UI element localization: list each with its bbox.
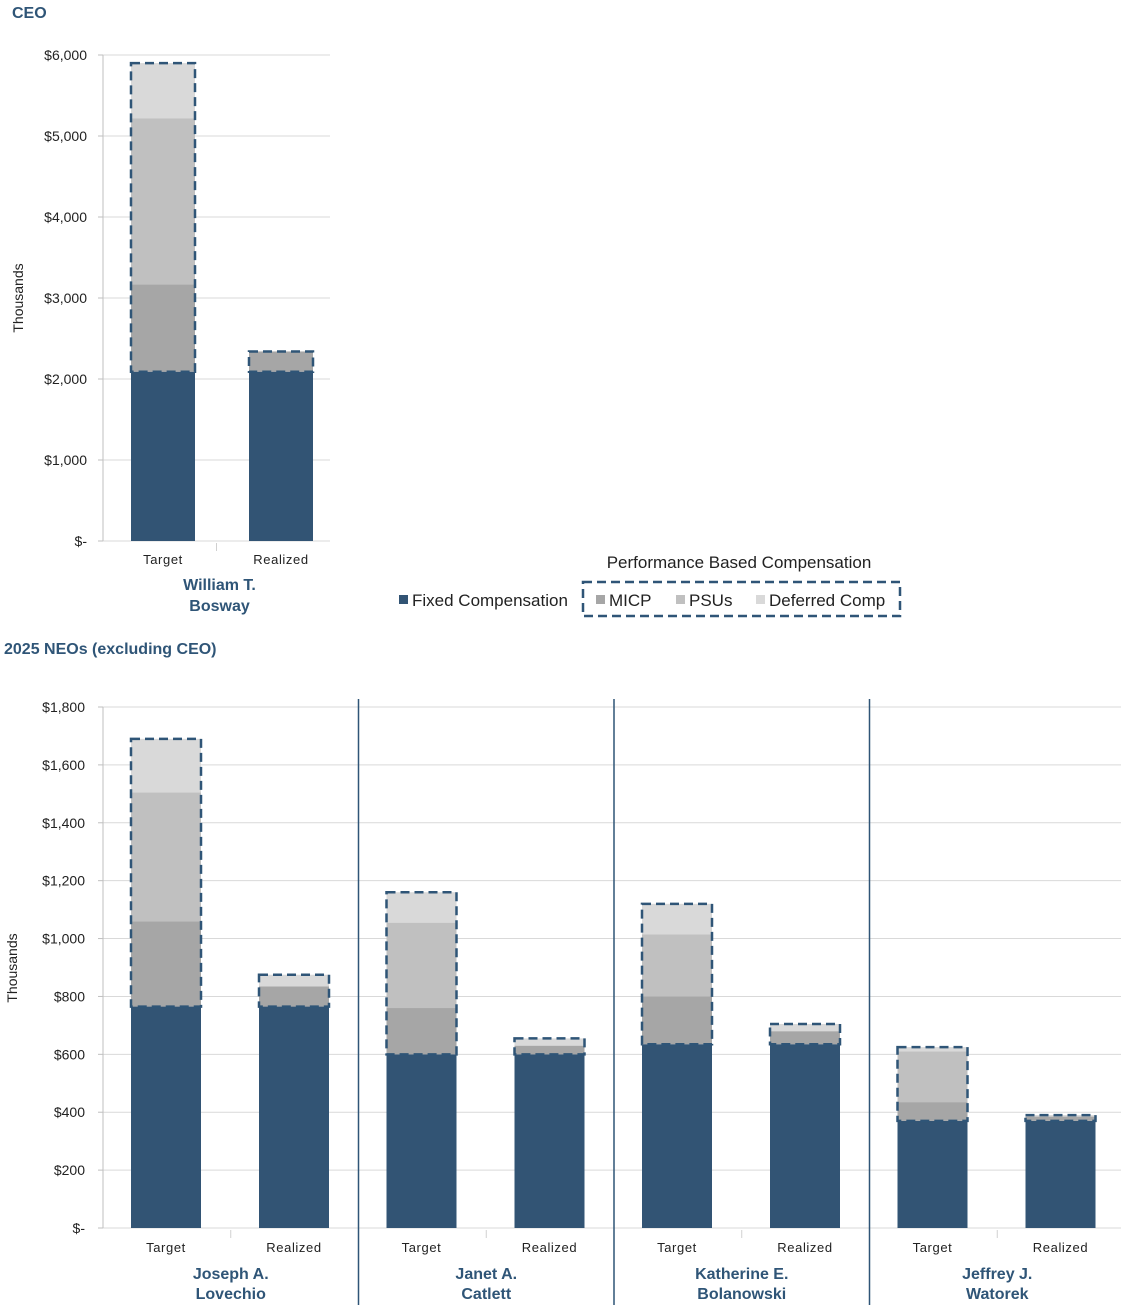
bar-segment-fixed [1025, 1120, 1096, 1228]
category-label: Target [402, 1240, 442, 1255]
bar-segment-micp [770, 1031, 840, 1045]
y-tick-label: $1,000 [44, 452, 87, 468]
bar-segment-psus [897, 1051, 968, 1103]
category-label: Target [143, 552, 183, 567]
bar-segment-deferred [386, 892, 457, 923]
legend-group-title: Performance Based Compensation [607, 553, 872, 572]
y-tick-label: $- [73, 1220, 86, 1236]
ceo-section-title: CEO [12, 5, 47, 22]
bar-segment-psus [386, 922, 457, 1009]
bar-segment-micp [131, 921, 201, 1007]
y-tick-label: $1,800 [42, 699, 85, 715]
performance-dashed-outline [257, 973, 331, 1008]
bar-segment-fixed [131, 371, 195, 541]
legend-psus-label: PSUs [689, 591, 732, 610]
bar-segment-psus [131, 118, 195, 285]
bar-segment-micp [131, 284, 195, 372]
bar-segment-psus [131, 792, 201, 922]
bar-segment-deferred [259, 974, 329, 987]
y-tick-label: $1,000 [42, 931, 85, 947]
executive-name-line1: Katherine E. [695, 1266, 788, 1283]
bar-segment-deferred [897, 1047, 968, 1052]
legend-micp-label: MICP [609, 591, 652, 610]
bar-segment-micp [249, 351, 313, 372]
performance-dashed-outline [129, 61, 197, 373]
bar-segment-micp [642, 996, 712, 1045]
bar-segment-deferred [131, 63, 195, 119]
category-label: Target [146, 1240, 186, 1255]
executive-name-line1: Janet A. [455, 1266, 517, 1283]
y-tick-label: $6,000 [44, 47, 87, 63]
y-tick-label: $600 [54, 1046, 85, 1062]
bar-segment-fixed [249, 371, 313, 541]
executive-name-line2: Bosway [189, 598, 250, 615]
y-tick-label: $1,200 [42, 873, 85, 889]
legend-fixed-label: Fixed Compensation [412, 591, 568, 610]
category-label: Realized [1033, 1240, 1088, 1255]
y-tick-label: $200 [54, 1162, 85, 1178]
executive-name-line1: Joseph A. [193, 1266, 269, 1283]
y-tick-label: $5,000 [44, 128, 87, 144]
performance-dashed-outline [1024, 1113, 1097, 1123]
bar-segment-deferred [131, 738, 201, 793]
legend-deferred-swatch [756, 595, 765, 604]
executive-name-line1: William T. [183, 577, 256, 594]
performance-dashed-outline [640, 902, 714, 1046]
bar-segment-fixed [131, 1006, 201, 1228]
y-axis-label: Thousands [4, 933, 20, 1002]
performance-dashed-outline [385, 890, 458, 1056]
performance-dashed-outline [768, 1022, 842, 1046]
bar-segment-deferred [514, 1038, 585, 1046]
bar-segment-micp [514, 1045, 585, 1055]
legend: Performance Based Compensation Fixed Comp… [399, 553, 902, 618]
executive-name-line2: Watorek [966, 1286, 1029, 1303]
y-tick-label: $4,000 [44, 209, 87, 225]
neo-section-title: 2025 NEOs (excluding CEO) [4, 641, 217, 658]
y-tick-label: $- [75, 533, 88, 549]
performance-dashed-outline [129, 737, 203, 1008]
bar-segment-fixed [770, 1044, 840, 1228]
bar-segment-deferred [770, 1023, 840, 1032]
y-tick-label: $1,600 [42, 757, 85, 773]
y-tick-label: $400 [54, 1104, 85, 1120]
y-tick-label: $1,400 [42, 815, 85, 831]
executive-name-line2: Bolanowski [697, 1286, 786, 1303]
y-tick-label: $2,000 [44, 371, 87, 387]
performance-dashed-outline [896, 1045, 969, 1123]
performance-dashed-outline [247, 350, 315, 373]
performance-dashed-outline [513, 1037, 586, 1056]
bar-segment-fixed [259, 1006, 329, 1228]
executive-name-line2: Lovechio [196, 1286, 266, 1303]
category-label: Realized [266, 1240, 321, 1255]
y-tick-label: $800 [54, 988, 85, 1004]
bar-segment-deferred [642, 903, 712, 935]
category-label: Realized [522, 1240, 577, 1255]
legend-deferred-label: Deferred Comp [769, 591, 885, 610]
bar-segment-micp [1025, 1116, 1096, 1121]
category-label: Realized [777, 1240, 832, 1255]
category-label: Target [913, 1240, 953, 1255]
bar-segment-fixed [514, 1054, 585, 1228]
legend-fixed-swatch [399, 595, 408, 604]
legend-psus-swatch [676, 595, 685, 604]
legend-performance-dashed-box [581, 580, 902, 618]
bar-segment-micp [897, 1102, 968, 1121]
y-axis-label: Thousands [10, 263, 26, 332]
executive-name-line1: Jeffrey J. [962, 1266, 1032, 1283]
category-label: Target [657, 1240, 697, 1255]
bar-segment-psus [642, 934, 712, 997]
bar-segment-fixed [642, 1044, 712, 1228]
legend-micp-swatch [596, 595, 605, 604]
executive-name-line2: Catlett [461, 1286, 511, 1303]
bar-segment-fixed [386, 1054, 457, 1228]
bar-segment-micp [386, 1008, 457, 1055]
ceo-chart: $- $1,000 $2,000 $3,000 $4,000 $5,000 $6,000 Th… [10, 47, 330, 615]
category-label: Realized [253, 552, 308, 567]
bar-segment-micp [259, 986, 329, 1007]
bar-segment-fixed [897, 1120, 968, 1228]
y-tick-label: $3,000 [44, 290, 87, 306]
